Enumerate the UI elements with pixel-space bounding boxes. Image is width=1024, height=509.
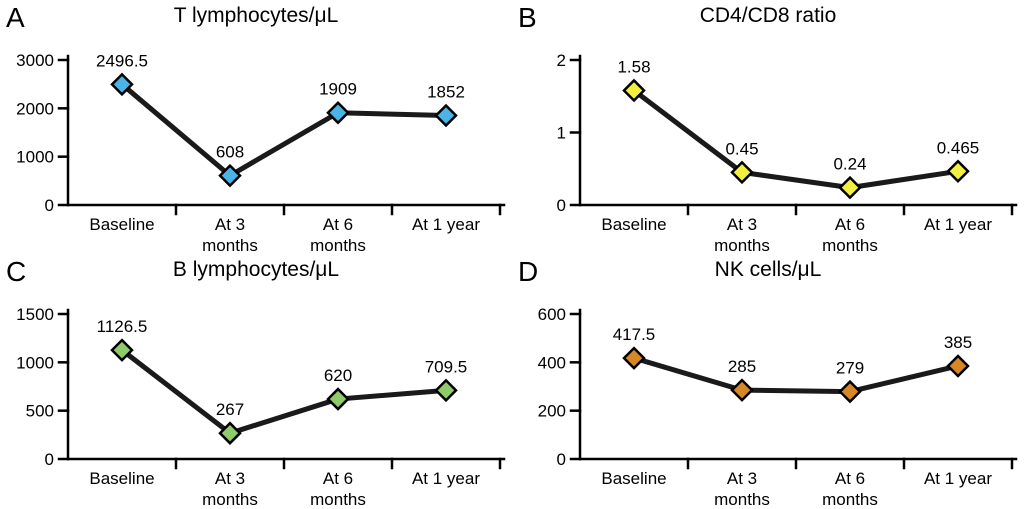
- svg-text:1500: 1500: [16, 305, 54, 324]
- svg-text:At 1 year: At 1 year: [924, 215, 992, 234]
- svg-text:months: months: [310, 490, 366, 508]
- svg-text:At 3: At 3: [215, 469, 245, 488]
- svg-text:1852: 1852: [427, 82, 465, 101]
- svg-text:1126.5: 1126.5: [97, 317, 148, 336]
- svg-text:3000: 3000: [16, 51, 54, 70]
- line-chart-b-lymphocytes: 0 500 1000 1500 Baseline At 3 months At 6 months…: [16, 305, 506, 508]
- panel-c: 0 500 1000 1500 Baseline At 3 months At 6 months…: [0, 254, 512, 509]
- svg-text:1: 1: [557, 124, 566, 143]
- svg-text:months: months: [822, 236, 878, 254]
- svg-text:At 1 year: At 1 year: [412, 469, 480, 488]
- svg-text:1000: 1000: [16, 353, 54, 372]
- svg-text:1.58: 1.58: [617, 57, 650, 76]
- line-chart-t-lymphocytes: 0 1000 2000 3000 Baseline At 3 months At 6 month…: [16, 51, 506, 254]
- svg-text:Baseline: Baseline: [89, 469, 154, 488]
- svg-text:417.5: 417.5: [613, 325, 656, 344]
- svg-text:0.465: 0.465: [937, 138, 980, 157]
- svg-text:Baseline: Baseline: [601, 215, 666, 234]
- svg-text:2496.5: 2496.5: [96, 51, 148, 70]
- svg-text:267: 267: [216, 400, 244, 419]
- svg-text:600: 600: [538, 305, 566, 324]
- svg-text:2: 2: [557, 51, 566, 70]
- svg-text:months: months: [202, 490, 258, 508]
- svg-text:1000: 1000: [16, 148, 54, 167]
- svg-text:At 1 year: At 1 year: [412, 215, 480, 234]
- svg-text:0.24: 0.24: [833, 155, 866, 174]
- panel-d: 0 200 400 600 Baseline At 3 months At 6 months At…: [512, 254, 1024, 509]
- svg-text:months: months: [714, 490, 770, 508]
- svg-text:608: 608: [216, 143, 244, 162]
- svg-text:At 3: At 3: [215, 215, 245, 234]
- svg-text:620: 620: [324, 366, 352, 385]
- svg-text:At 3: At 3: [727, 469, 757, 488]
- panel-a: 0 1000 2000 3000 Baseline At 3 months At 6 month…: [0, 0, 512, 254]
- svg-text:months: months: [822, 490, 878, 508]
- svg-text:At 3: At 3: [727, 215, 757, 234]
- svg-text:200: 200: [538, 402, 566, 421]
- svg-text:500: 500: [26, 402, 54, 421]
- svg-text:months: months: [310, 236, 366, 254]
- svg-text:0: 0: [557, 450, 566, 469]
- svg-text:Baseline: Baseline: [601, 469, 666, 488]
- svg-text:279: 279: [836, 359, 864, 378]
- svg-text:Baseline: Baseline: [89, 215, 154, 234]
- svg-text:385: 385: [944, 333, 972, 352]
- panel-b: 0 1 2 Baseline At 3 months At 6 months At 1 year…: [512, 0, 1024, 254]
- svg-text:0: 0: [45, 196, 54, 215]
- line-chart-cd4-cd8-ratio: 0 1 2 Baseline At 3 months At 6 months At 1 year…: [557, 51, 1018, 254]
- svg-text:At 6: At 6: [323, 469, 353, 488]
- svg-text:1909: 1909: [319, 80, 357, 99]
- svg-text:At 6: At 6: [835, 469, 865, 488]
- svg-text:0.45: 0.45: [725, 139, 758, 158]
- svg-text:At 6: At 6: [323, 215, 353, 234]
- line-chart-nk-cells: 0 200 400 600 Baseline At 3 months At 6 months At…: [538, 305, 1018, 508]
- svg-text:months: months: [714, 236, 770, 254]
- svg-text:400: 400: [538, 353, 566, 372]
- svg-text:0: 0: [557, 196, 566, 215]
- svg-text:709.5: 709.5: [425, 357, 468, 376]
- svg-text:At 1 year: At 1 year: [924, 469, 992, 488]
- svg-text:285: 285: [728, 357, 756, 376]
- svg-text:0: 0: [45, 450, 54, 469]
- svg-text:months: months: [202, 236, 258, 254]
- svg-text:At 6: At 6: [835, 215, 865, 234]
- svg-text:2000: 2000: [16, 99, 54, 118]
